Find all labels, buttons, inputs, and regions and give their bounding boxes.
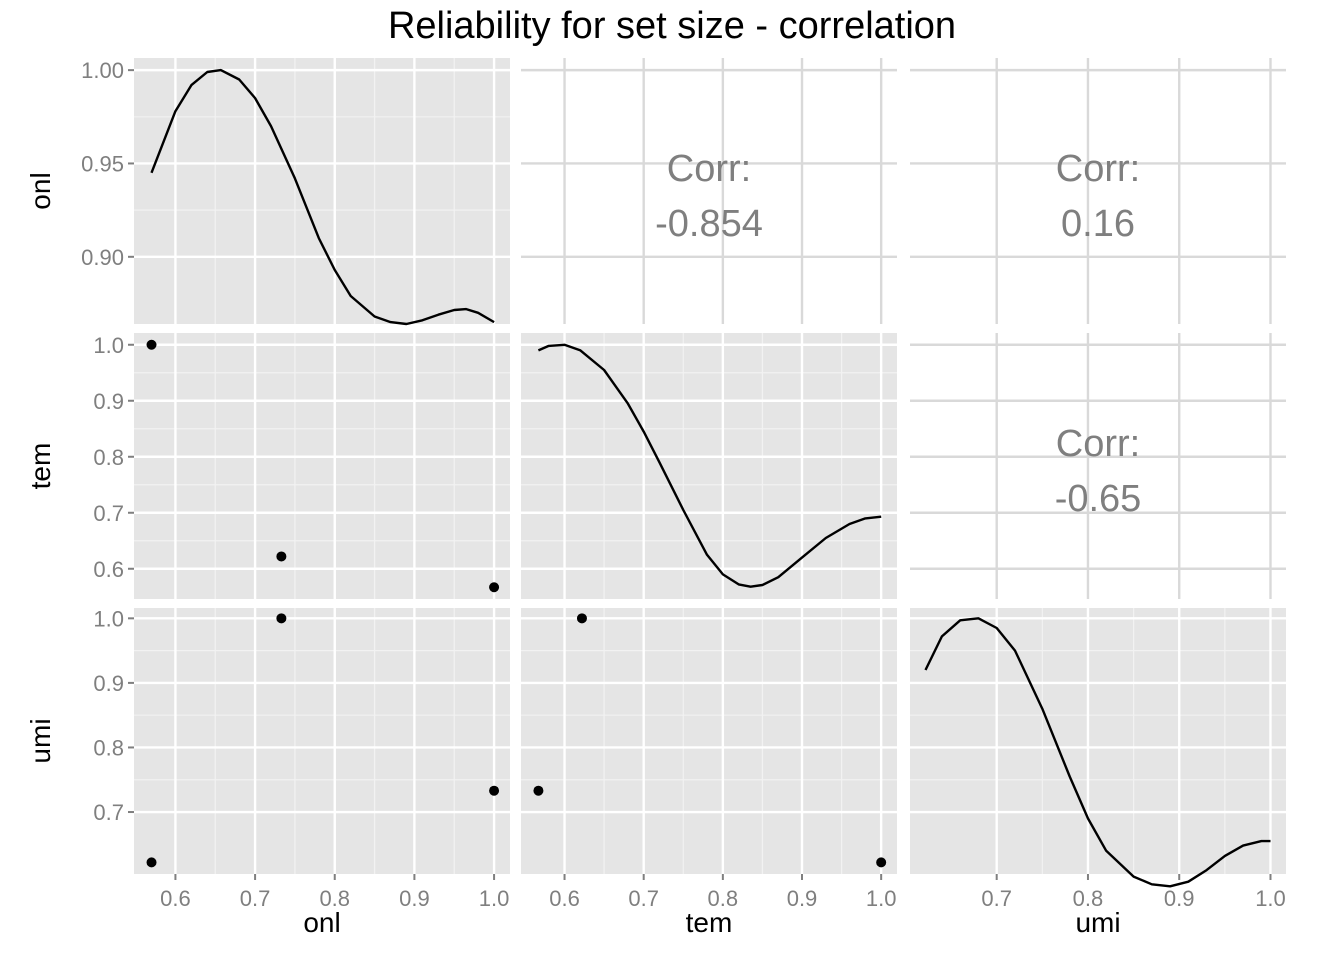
x-tick-label: 1.0: [479, 886, 510, 911]
x-tick-label: 1.0: [1255, 886, 1286, 911]
chart-title: Reliability for set size - correlation: [388, 5, 956, 47]
y-axis-label-tem: tem: [25, 443, 56, 490]
x-tick-label: 0.9: [1164, 886, 1195, 911]
density-curve-tem: [537, 343, 882, 588]
y-tick-label: 0.9: [93, 389, 124, 414]
y-tick-label: 0.6: [93, 557, 124, 582]
x-tick-label: 0.7: [981, 886, 1012, 911]
x-axis-label-onl: onl: [303, 907, 340, 938]
density-curve-umi: [924, 617, 1271, 888]
x-tick-label: 0.7: [240, 886, 271, 911]
scatter-point-umi-tem-0: [876, 857, 887, 868]
x-tick-label: 1.0: [866, 886, 897, 911]
x-axis-label-tem: tem: [686, 907, 733, 938]
scatter-point-umi-onl-2: [489, 785, 500, 796]
x-tick-label: 0.8: [319, 886, 350, 911]
x-tick-label: 0.6: [549, 886, 580, 911]
y-tick-label: 0.8: [93, 735, 124, 760]
scatter-point-umi-onl-1: [276, 613, 287, 624]
corr-label-onl-umi: Corr:: [1056, 148, 1140, 190]
x-tick-label: 0.8: [708, 886, 739, 911]
scatter-point-tem-onl-1: [276, 551, 287, 562]
scatter-point-umi-tem-1: [576, 613, 587, 624]
x-tick-label: 0.7: [628, 886, 659, 911]
corr-value-tem-umi: -0.65: [1055, 478, 1142, 520]
corr-value-onl-tem: -0.854: [655, 203, 763, 245]
panel-bg-tem-tem: [521, 333, 897, 599]
density-curve-onl: [150, 68, 495, 326]
corr-label-onl-tem: Corr:: [667, 148, 751, 190]
y-axis-label-onl: onl: [25, 172, 56, 209]
y-axis-label-umi: umi: [25, 718, 56, 763]
panel-bg-tem-umi: [910, 333, 1286, 599]
panel-bg-tem-onl: [134, 333, 510, 599]
y-tick-label: 0.7: [93, 800, 124, 825]
y-tick-label: 0.8: [93, 445, 124, 470]
panel-bg-onl-tem: [521, 58, 897, 324]
scatter-point-umi-onl-0: [146, 857, 157, 868]
scatter-point-tem-onl-2: [489, 582, 500, 593]
scatter-point-umi-tem-2: [533, 785, 544, 796]
y-tick-label: 0.95: [81, 151, 124, 176]
x-tick-label: 0.6: [160, 886, 191, 911]
x-tick-label: 0.9: [399, 886, 430, 911]
x-tick-label: 0.9: [787, 886, 818, 911]
y-tick-label: 0.9: [93, 671, 124, 696]
y-tick-label: 1.0: [93, 333, 124, 358]
scatter-point-tem-onl-0: [146, 339, 157, 350]
y-tick-label: 0.90: [81, 245, 124, 270]
corr-label-tem-umi: Corr:: [1056, 423, 1140, 465]
panel-bg-onl-onl: [134, 58, 510, 324]
y-tick-label: 1.00: [81, 58, 124, 83]
panel-bg-umi-onl: [134, 608, 510, 874]
x-axis-label-umi: umi: [1075, 907, 1120, 938]
y-tick-label: 1.0: [93, 606, 124, 631]
panel-bg-umi-umi: [910, 608, 1286, 874]
y-tick-label: 0.7: [93, 501, 124, 526]
panel-bg-umi-tem: [521, 608, 897, 874]
panel-bg-onl-umi: [910, 58, 1286, 324]
x-tick-label: 0.8: [1073, 886, 1104, 911]
corr-value-onl-umi: 0.16: [1061, 203, 1135, 245]
